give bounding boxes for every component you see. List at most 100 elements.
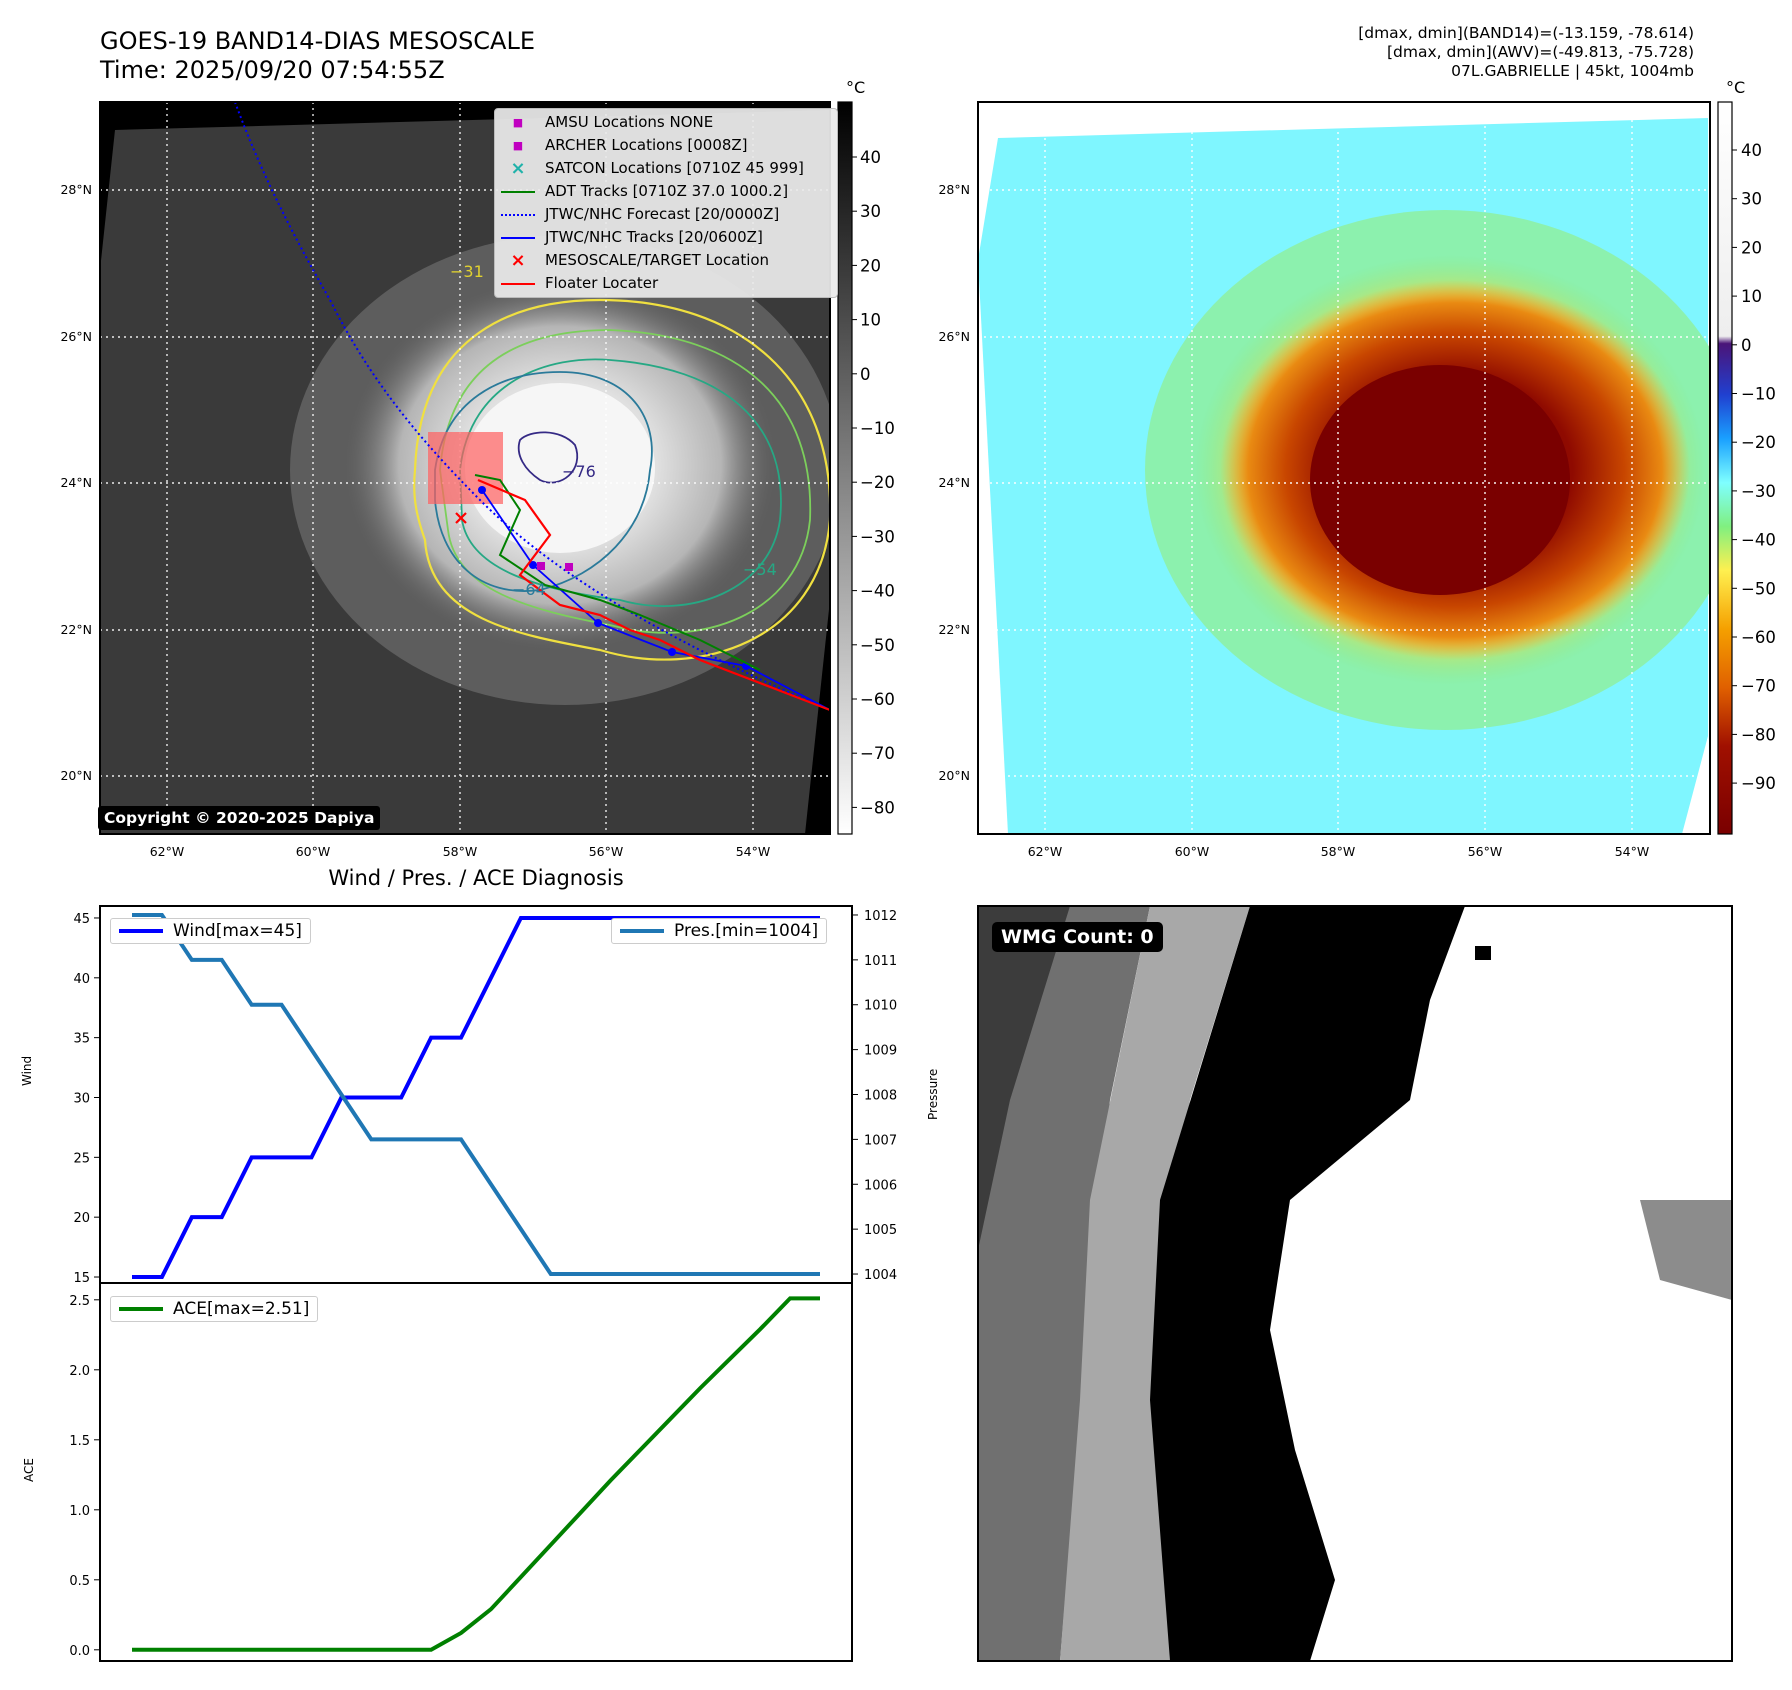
ace-y-tick: 2.5 bbox=[69, 1294, 90, 1309]
right-colorbar-tick: −10 bbox=[1741, 385, 1776, 404]
lat-tick-label: 28°N bbox=[938, 182, 970, 197]
left-colorbar-tick: 20 bbox=[860, 256, 881, 275]
lon-tick-label: 60°W bbox=[296, 844, 331, 859]
pressure-y-ticks: 1004 1005 1006 1007 1008 1009 1010 1011 1012 bbox=[852, 909, 897, 1283]
pressure-y-tick: 1006 bbox=[864, 1178, 897, 1193]
contour-label: −64 bbox=[512, 580, 546, 599]
legend-marker bbox=[501, 282, 535, 285]
left-colorbar-tick: −40 bbox=[860, 582, 895, 601]
ace-axis-label: ACE bbox=[22, 1458, 36, 1482]
right-awv-map bbox=[978, 102, 1710, 834]
pressure-axis-label: Pressure bbox=[926, 1068, 940, 1120]
left-colorbar-unit: °C bbox=[846, 78, 866, 97]
legend-label: ADT Tracks [0710Z 37.0 1000.2] bbox=[545, 182, 789, 200]
right-colorbar-tick: −60 bbox=[1741, 628, 1776, 647]
right-colorbar-tick: −50 bbox=[1741, 579, 1776, 598]
lon-tick-label: 56°W bbox=[589, 844, 624, 859]
legend-marker bbox=[501, 213, 535, 216]
right-colorbar-tick: −70 bbox=[1741, 677, 1776, 696]
pressure-legend-label: Pres.[min=1004] bbox=[674, 921, 819, 941]
left-colorbar-tick: 10 bbox=[860, 311, 881, 330]
lon-tick-label: 56°W bbox=[1468, 844, 1503, 859]
ace-series-line bbox=[132, 1296, 820, 1652]
pressure-legend: Pres.[min=1004] bbox=[611, 918, 828, 944]
ace-legend: ACE[max=2.51] bbox=[110, 1296, 319, 1322]
wind-y-ticks: 15 20 25 30 35 40 45 bbox=[73, 912, 100, 1286]
target-location-marker bbox=[455, 512, 467, 524]
lat-tick-label: 22°N bbox=[938, 622, 970, 637]
right-colorbar-tick: 30 bbox=[1741, 190, 1762, 209]
legend-label: JTWC/NHC Tracks [20/0600Z] bbox=[545, 228, 763, 246]
legend-marker bbox=[501, 190, 535, 193]
wind-y-tick: 20 bbox=[73, 1211, 90, 1226]
map-tick-labels: 62°W 62°W 60°W 60°W 58°W 58°W 56°W 56°W 54°W 54°W… bbox=[60, 182, 1649, 859]
right-colorbar-tick: −20 bbox=[1741, 433, 1776, 452]
pressure-y-tick: 1012 bbox=[864, 909, 897, 924]
right-colorbar-unit: °C bbox=[1726, 78, 1746, 97]
left-colorbar-tick: −70 bbox=[860, 744, 895, 763]
pressure-y-tick: 1007 bbox=[864, 1133, 897, 1148]
legend-label: SATCON Locations [0710Z 45 999] bbox=[545, 159, 804, 177]
contour-label: −31 bbox=[450, 262, 484, 281]
lon-tick-label: 54°W bbox=[1615, 844, 1650, 859]
contour-label: −76 bbox=[562, 462, 596, 481]
legend-marker: ■ bbox=[512, 116, 524, 129]
wmg-panel bbox=[978, 906, 1732, 1661]
map-legend-item: × MESOSCALE/TARGET Location bbox=[501, 249, 831, 272]
lat-tick-label: 22°N bbox=[60, 622, 92, 637]
left-colorbar-tick: −50 bbox=[860, 636, 895, 655]
figure-title: GOES-19 BAND14-DIAS MESOSCALE Time: 2025… bbox=[100, 27, 535, 85]
lat-tick-label: 24°N bbox=[60, 475, 92, 490]
pressure-y-tick: 1008 bbox=[864, 1089, 897, 1104]
left-colorbar-tick: −10 bbox=[860, 419, 895, 438]
pressure-series-line bbox=[132, 912, 820, 1277]
left-colorbar-tick: −80 bbox=[860, 798, 895, 817]
map-legend-item: ADT Tracks [0710Z 37.0 1000.2] bbox=[501, 180, 831, 203]
lon-tick-label: 54°W bbox=[736, 844, 771, 859]
map-legend-item: JTWC/NHC Tracks [20/0600Z] bbox=[501, 226, 831, 249]
lon-tick-label: 58°W bbox=[1321, 844, 1356, 859]
colorbar-tick-labels: 40 30 20 10 0 −10 −20 −30 −40 −50 −60 −70 −80 40 30 20 1… bbox=[852, 141, 1776, 817]
ace-axes bbox=[99, 1282, 853, 1662]
map-legend-item: Floater Locater bbox=[501, 272, 831, 295]
right-colorbar-tick: −40 bbox=[1741, 531, 1776, 550]
contour-label: −54 bbox=[743, 560, 777, 579]
storm-info: [dmax, dmin](BAND14)=(-13.159, -78.614) … bbox=[1358, 24, 1694, 81]
right-colorbar-tick: −80 bbox=[1741, 725, 1776, 744]
wind-pressure-axes bbox=[99, 905, 853, 1284]
wmg-count-badge: WMG Count: 0 bbox=[992, 922, 1163, 952]
wind-legend-label: Wind[max=45] bbox=[173, 921, 302, 941]
pressure-y-tick: 1005 bbox=[864, 1223, 897, 1238]
left-colorbar-tick: −30 bbox=[860, 527, 895, 546]
title-line-2: Time: 2025/09/20 07:54:55Z bbox=[100, 56, 445, 84]
left-colorbar-tick: 40 bbox=[860, 148, 881, 167]
ace-legend-label: ACE[max=2.51] bbox=[173, 1299, 310, 1319]
info-line-1: [dmax, dmin](BAND14)=(-13.159, -78.614) bbox=[1358, 24, 1694, 42]
ace-y-tick: 1.0 bbox=[69, 1504, 90, 1519]
legend-label: MESOSCALE/TARGET Location bbox=[545, 251, 770, 269]
wind-y-tick: 30 bbox=[73, 1091, 90, 1106]
wind-y-tick: 45 bbox=[73, 912, 90, 927]
lat-tick-label: 24°N bbox=[938, 475, 970, 490]
map-legend-item: × SATCON Locations [0710Z 45 999] bbox=[501, 157, 831, 180]
wind-legend: Wind[max=45] bbox=[110, 918, 311, 944]
lat-tick-label: 20°N bbox=[60, 768, 92, 783]
left-colorbar-tick: 0 bbox=[860, 365, 871, 384]
right-colorbar-tick: 40 bbox=[1741, 141, 1762, 160]
lon-tick-label: 62°W bbox=[1028, 844, 1063, 859]
pressure-y-tick: 1011 bbox=[864, 954, 897, 969]
ace-y-tick: 2.0 bbox=[69, 1364, 90, 1379]
legend-marker: ■ bbox=[512, 139, 524, 152]
legend-marker: × bbox=[510, 250, 526, 271]
lat-tick-label: 26°N bbox=[60, 329, 92, 344]
wind-y-tick: 25 bbox=[73, 1151, 90, 1166]
right-colorbar-tick: 10 bbox=[1741, 287, 1762, 306]
right-colorbar-tick: 0 bbox=[1741, 336, 1752, 355]
map-legend: ■ AMSU Locations NONE ■ ARCHER Locations [0… bbox=[494, 108, 838, 298]
legend-label: ARCHER Locations [0008Z] bbox=[545, 136, 748, 154]
pressure-y-tick: 1004 bbox=[864, 1268, 897, 1283]
legend-label: JTWC/NHC Forecast [20/0000Z] bbox=[545, 205, 780, 223]
map-legend-item: ■ AMSU Locations NONE bbox=[501, 111, 831, 134]
right-colorbar bbox=[1717, 101, 1733, 835]
